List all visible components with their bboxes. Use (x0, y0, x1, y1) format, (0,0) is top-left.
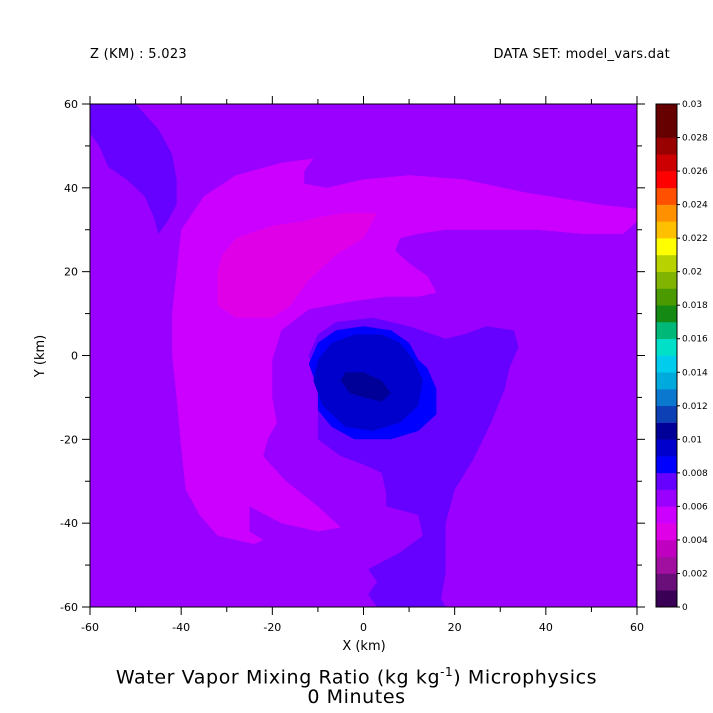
title-part-2: ) Microphysics (453, 666, 598, 689)
colorbar-swatch-11 (656, 405, 677, 423)
x-tick-label: 20 (448, 621, 462, 634)
colorbar-swatch-29 (656, 104, 677, 122)
chart-subtitle: 0 Minutes (307, 686, 406, 708)
colorbar-swatch-6 (656, 489, 677, 507)
x-tick-label: -40 (172, 621, 190, 634)
y-tick-label: 20 (64, 266, 78, 279)
colorbar-tick-label: 0.014 (682, 368, 708, 378)
colorbar-swatch-25 (656, 171, 677, 189)
colorbar-swatch-9 (656, 439, 677, 457)
y-tick-label: 60 (64, 98, 78, 111)
colorbar-swatch-7 (656, 472, 677, 490)
y-tick-label: 0 (71, 350, 78, 363)
contour-region-0 (90, 104, 177, 234)
x-axis-label: X (km) (342, 639, 385, 654)
colorbar-tick-label: 0.01 (682, 435, 702, 445)
colorbar-swatch-16 (656, 321, 677, 340)
colorbar-swatch-8 (656, 456, 677, 474)
colorbar-swatch-2 (656, 556, 677, 574)
colorbar-swatch-22 (656, 221, 677, 239)
chart-title: Water Vapor Mixing Ratio (kg kg-1) Micro… (0, 665, 713, 688)
colorbar-swatch-13 (656, 372, 677, 390)
colorbar-swatch-20 (656, 254, 677, 272)
x-tick-label: 40 (539, 621, 553, 634)
colorbar-swatch-0 (656, 590, 677, 608)
x-tick-label: -20 (263, 621, 281, 634)
colorbar-swatch-23 (656, 204, 677, 222)
colorbar-swatch-5 (656, 506, 677, 524)
colorbar-swatch-4 (656, 523, 677, 541)
colorbar-swatch-24 (656, 187, 677, 205)
colorbar-tick-label: 0.022 (682, 234, 708, 244)
colorbar-swatch-26 (656, 154, 677, 172)
title-exponent: -1 (440, 665, 454, 679)
colorbar-swatch-17 (656, 305, 677, 323)
colorbar-swatch-18 (656, 288, 677, 306)
colorbar-tick-label: 0.02 (682, 268, 702, 278)
colorbar-tick-label: 0 (682, 603, 688, 613)
colorbar-tick-label: 0.028 (682, 134, 708, 144)
contour-fills (90, 104, 637, 607)
colorbar-tick-label: 0.016 (682, 335, 708, 345)
colorbar-tick-label: 0.008 (682, 469, 708, 479)
colorbar-tick-label: 0.026 (682, 167, 708, 177)
colorbar-tick-label: 0.004 (682, 536, 708, 546)
colorbar-tick-label: 0.03 (682, 100, 702, 110)
y-tick-label: -60 (60, 601, 78, 614)
contour-region-2 (217, 213, 378, 318)
title-part-1: Water Vapor Mixing Ratio (kg kg (115, 666, 441, 689)
colorbar-swatch-14 (656, 355, 677, 373)
colorbar-tick-label: 0.024 (682, 201, 708, 211)
contour-region-6 (340, 372, 391, 402)
x-tick-label: 60 (630, 621, 644, 634)
colorbar-swatch-21 (656, 238, 677, 256)
colorbar-swatch-15 (656, 338, 677, 356)
z-level-label: Z (KM) : 5.023 (90, 47, 187, 62)
colorbar: 0 0.002 0.004 0.006 0.008 0.01 0.012 0.014 0.016… (655, 100, 708, 613)
colorbar-swatch-3 (656, 539, 677, 557)
colorbar-swatch-12 (656, 389, 677, 407)
colorbar-tick-label: 0.012 (682, 402, 708, 412)
y-axis-label: Y (km) (33, 335, 48, 378)
y-tick-label: 40 (64, 182, 78, 195)
x-tick-label: 0 (360, 621, 367, 634)
colorbar-swatch-10 (656, 422, 677, 440)
y-tick-label: -40 (60, 517, 78, 530)
axis-ticks: -60 -40 -20 0 20 40 60 -60 -40 -20 0 20 40 60 (60, 96, 645, 634)
colorbar-swatch-1 (656, 573, 677, 591)
colorbar-swatch-28 (656, 120, 677, 138)
colorbar-border (655, 103, 678, 608)
colorbar-tick-label: 0.006 (682, 502, 708, 512)
y-tick-label: -20 (60, 433, 78, 446)
colorbar-tick-label: 0.002 (682, 569, 708, 579)
dataset-label: DATA SET: model_vars.dat (493, 47, 670, 62)
colorbar-tick-label: 0.018 (682, 301, 708, 311)
x-tick-label: -60 (81, 621, 99, 634)
colorbar-swatch-19 (656, 271, 677, 289)
colorbar-swatch-27 (656, 137, 677, 155)
